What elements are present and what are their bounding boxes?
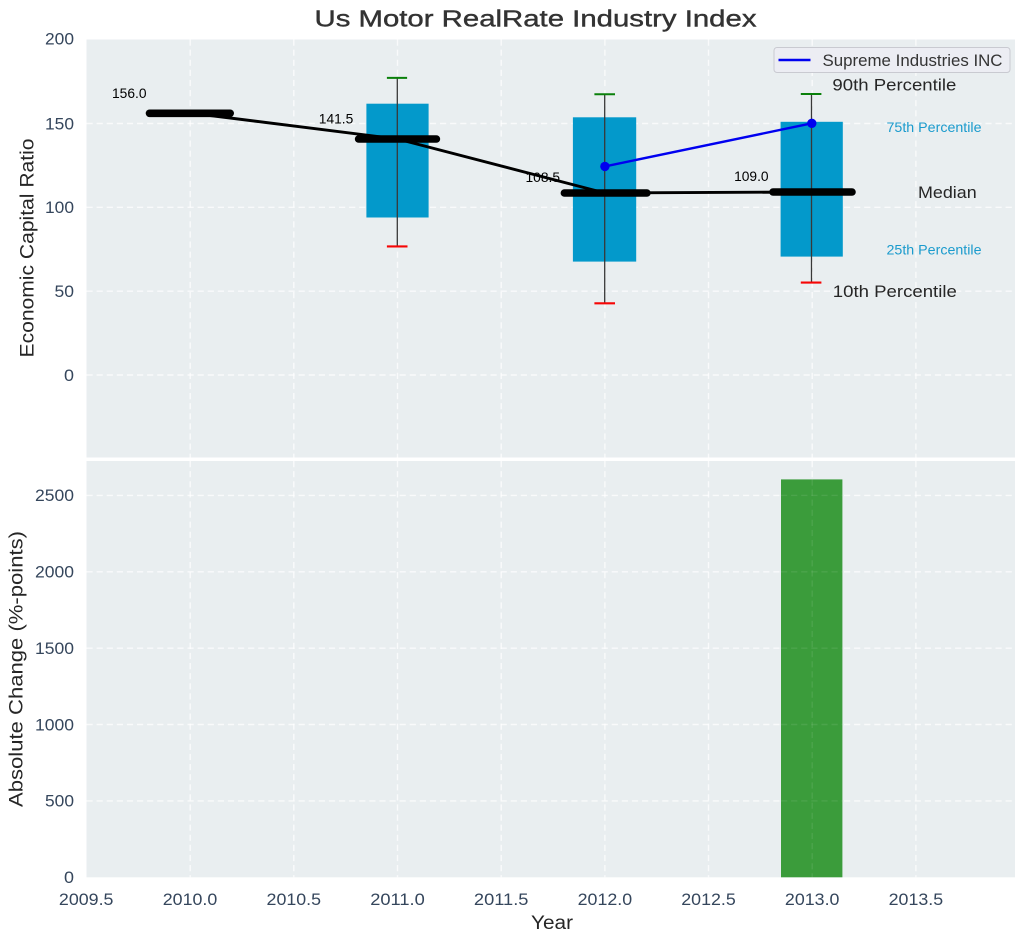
svg-text:141.5: 141.5 xyxy=(319,111,354,126)
svg-text:2009.5: 2009.5 xyxy=(59,891,114,909)
svg-text:10th Percentile: 10th Percentile xyxy=(833,282,957,301)
svg-text:2011.5: 2011.5 xyxy=(474,891,529,909)
svg-text:2011.0: 2011.0 xyxy=(370,891,425,909)
svg-text:50: 50 xyxy=(55,283,75,301)
svg-text:100: 100 xyxy=(45,199,74,217)
svg-text:1500: 1500 xyxy=(35,640,74,658)
svg-text:150: 150 xyxy=(45,115,74,133)
svg-text:75th Percentile: 75th Percentile xyxy=(887,119,982,135)
svg-text:200: 200 xyxy=(45,30,74,48)
svg-text:Supreme Industries INC: Supreme Industries INC xyxy=(823,51,1003,70)
svg-text:2500: 2500 xyxy=(35,487,74,505)
svg-text:2012.5: 2012.5 xyxy=(681,891,736,909)
svg-text:25th Percentile: 25th Percentile xyxy=(887,241,982,257)
svg-text:2010.0: 2010.0 xyxy=(163,891,218,909)
svg-text:90th Percentile: 90th Percentile xyxy=(832,75,956,94)
svg-text:0: 0 xyxy=(64,367,74,385)
svg-text:109.0: 109.0 xyxy=(734,169,769,184)
svg-text:2012.0: 2012.0 xyxy=(578,891,633,909)
svg-text:0: 0 xyxy=(64,869,74,887)
svg-text:1000: 1000 xyxy=(35,716,74,734)
svg-text:2013.0: 2013.0 xyxy=(785,891,840,909)
svg-text:Economic Capital Ratio: Economic Capital Ratio xyxy=(18,139,39,358)
svg-text:108.5: 108.5 xyxy=(526,170,561,185)
svg-text:Us Motor RealRate Industry Ind: Us Motor RealRate Industry Index xyxy=(315,6,757,32)
svg-text:2000: 2000 xyxy=(35,564,74,582)
svg-text:500: 500 xyxy=(45,793,74,811)
svg-text:2010.5: 2010.5 xyxy=(267,891,322,909)
svg-text:2013.5: 2013.5 xyxy=(889,891,944,909)
svg-text:Year: Year xyxy=(531,913,574,934)
svg-text:156.0: 156.0 xyxy=(112,86,147,101)
svg-text:Absolute Change (%-points): Absolute Change (%-points) xyxy=(7,531,28,807)
svg-text:Median: Median xyxy=(918,183,977,202)
